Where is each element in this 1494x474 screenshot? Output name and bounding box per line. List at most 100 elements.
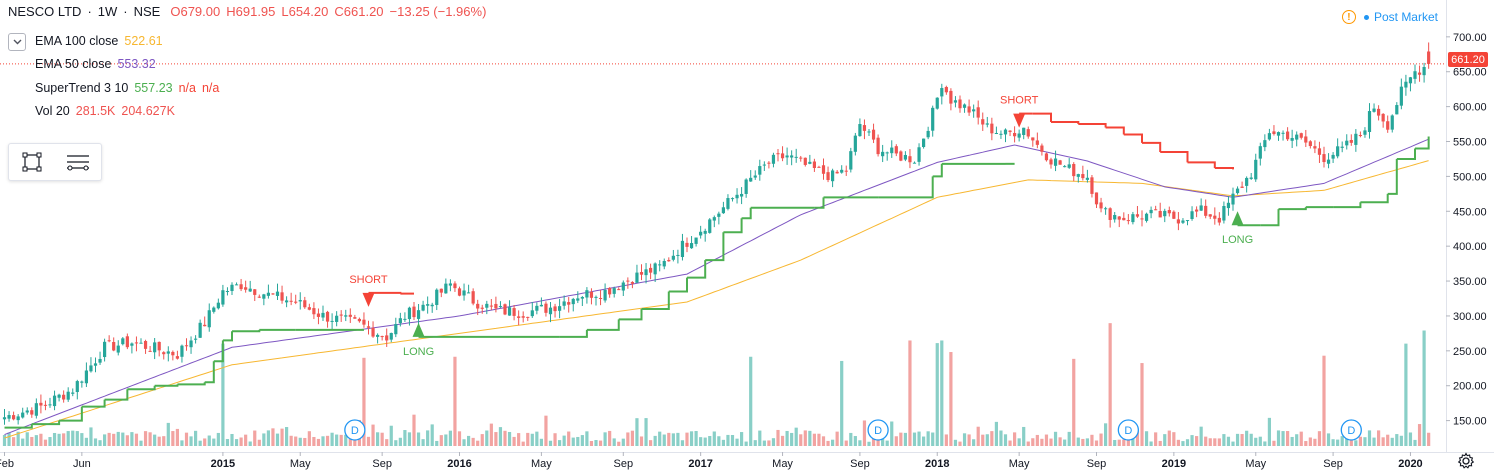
volume-bar xyxy=(908,340,912,446)
candle-body xyxy=(1126,220,1130,222)
supertrend-segment xyxy=(1051,120,1080,125)
volume-bar xyxy=(849,432,853,446)
candle xyxy=(462,283,466,301)
volume-bar xyxy=(194,430,198,446)
candle xyxy=(1226,196,1231,216)
dividend-marker[interactable]: D xyxy=(1117,419,1139,441)
candle xyxy=(953,96,958,108)
candle xyxy=(1399,78,1403,110)
candle-body xyxy=(1063,166,1067,168)
volume-bar xyxy=(1167,430,1171,446)
candle xyxy=(676,249,680,264)
indicator-ema50[interactable]: EMA 50 close 553.32 xyxy=(35,55,156,73)
volume-bar xyxy=(949,352,953,446)
indicator-volume[interactable]: Vol 20 281.5K 204.627K xyxy=(35,102,175,120)
candle-body xyxy=(649,267,653,273)
supertrend-segment xyxy=(687,260,707,279)
gear-icon[interactable] xyxy=(1457,452,1475,470)
candle xyxy=(175,350,179,360)
market-status[interactable]: ! Post Market xyxy=(1341,10,1438,24)
indicator-ema100[interactable]: EMA 100 close 522.61 xyxy=(35,32,163,50)
candle-body xyxy=(203,324,207,327)
candle-body xyxy=(817,166,821,168)
candle-body xyxy=(967,106,971,113)
volume-bar xyxy=(1108,323,1112,446)
candle-body xyxy=(1408,77,1413,84)
volume-bar xyxy=(985,434,989,446)
volume-bar xyxy=(935,343,939,446)
candle-body xyxy=(1213,215,1217,219)
candle xyxy=(717,211,721,225)
candle-body xyxy=(1349,139,1353,143)
volume-bar xyxy=(189,436,193,446)
long-arrow-icon xyxy=(412,322,425,337)
price-change: −13.25 (−1.96%) xyxy=(389,3,487,19)
volume-bar xyxy=(125,435,129,446)
time-tick-label: 2017 xyxy=(688,458,712,470)
dividend-marker[interactable]: D xyxy=(867,419,889,441)
candle-body xyxy=(107,340,111,342)
candle-body xyxy=(330,320,334,322)
candle-body xyxy=(1404,81,1408,88)
candle xyxy=(1199,198,1203,212)
volume-bar xyxy=(603,432,607,446)
lines-tool-button[interactable] xyxy=(55,144,101,180)
indicator-supertrend[interactable]: SuperTrend 3 10 557.23 n/a n/a xyxy=(35,79,219,97)
candle xyxy=(544,301,548,317)
candle-body xyxy=(166,351,170,354)
volume-bar xyxy=(548,440,553,446)
candle-body xyxy=(521,316,525,318)
supertrend-segment xyxy=(1333,202,1362,209)
signal-label: SHORT xyxy=(1000,95,1039,107)
volume-bar xyxy=(7,432,11,446)
candle xyxy=(407,306,412,326)
candle xyxy=(899,150,903,162)
candle-body xyxy=(703,230,707,234)
candle xyxy=(357,317,361,323)
volume-bar xyxy=(221,343,225,446)
dividend-marker[interactable]: D xyxy=(1340,419,1362,441)
volume-bar xyxy=(12,437,16,446)
candle-body xyxy=(84,370,88,384)
exclamation-icon: ! xyxy=(1341,10,1356,24)
candle-body xyxy=(1336,146,1340,157)
volume-bar xyxy=(103,434,107,446)
candle-body xyxy=(216,302,220,309)
candle-body xyxy=(444,283,448,294)
candle-body xyxy=(1108,208,1112,220)
volume-bar xyxy=(1367,430,1372,446)
candle-body xyxy=(1185,220,1190,222)
candle xyxy=(908,149,912,169)
last-price-badge: 661.20 xyxy=(1448,52,1488,67)
volume-bar xyxy=(594,440,598,446)
collapse-legend-button[interactable] xyxy=(8,33,26,51)
candle-body xyxy=(180,345,184,357)
candle-body xyxy=(71,392,75,394)
candle xyxy=(1172,210,1176,220)
candle-body xyxy=(639,272,644,275)
rectangle-tool-button[interactable] xyxy=(9,144,55,180)
volume-bar xyxy=(689,431,694,446)
candle-body xyxy=(1254,159,1258,180)
symbol-name[interactable]: NESCO LTD xyxy=(8,3,82,19)
volume-bar xyxy=(662,434,666,446)
volume-bar xyxy=(753,440,757,446)
candle-body xyxy=(912,162,917,164)
candle-body xyxy=(43,404,48,406)
volume-bar xyxy=(485,430,489,446)
volume-bar xyxy=(312,436,316,446)
dividend-marker[interactable]: D xyxy=(344,419,366,441)
volume-bar xyxy=(471,437,475,446)
volume-bar xyxy=(298,437,302,446)
volume-bar xyxy=(93,438,98,446)
volume-bar xyxy=(735,438,739,446)
candle xyxy=(184,338,189,351)
candle xyxy=(903,151,907,162)
candle xyxy=(735,188,739,204)
time-tick-label: 2015 xyxy=(211,458,235,470)
interval[interactable]: 1W xyxy=(97,3,118,19)
volume-bar xyxy=(780,435,785,446)
candle-body xyxy=(412,306,416,318)
candle xyxy=(530,301,534,318)
